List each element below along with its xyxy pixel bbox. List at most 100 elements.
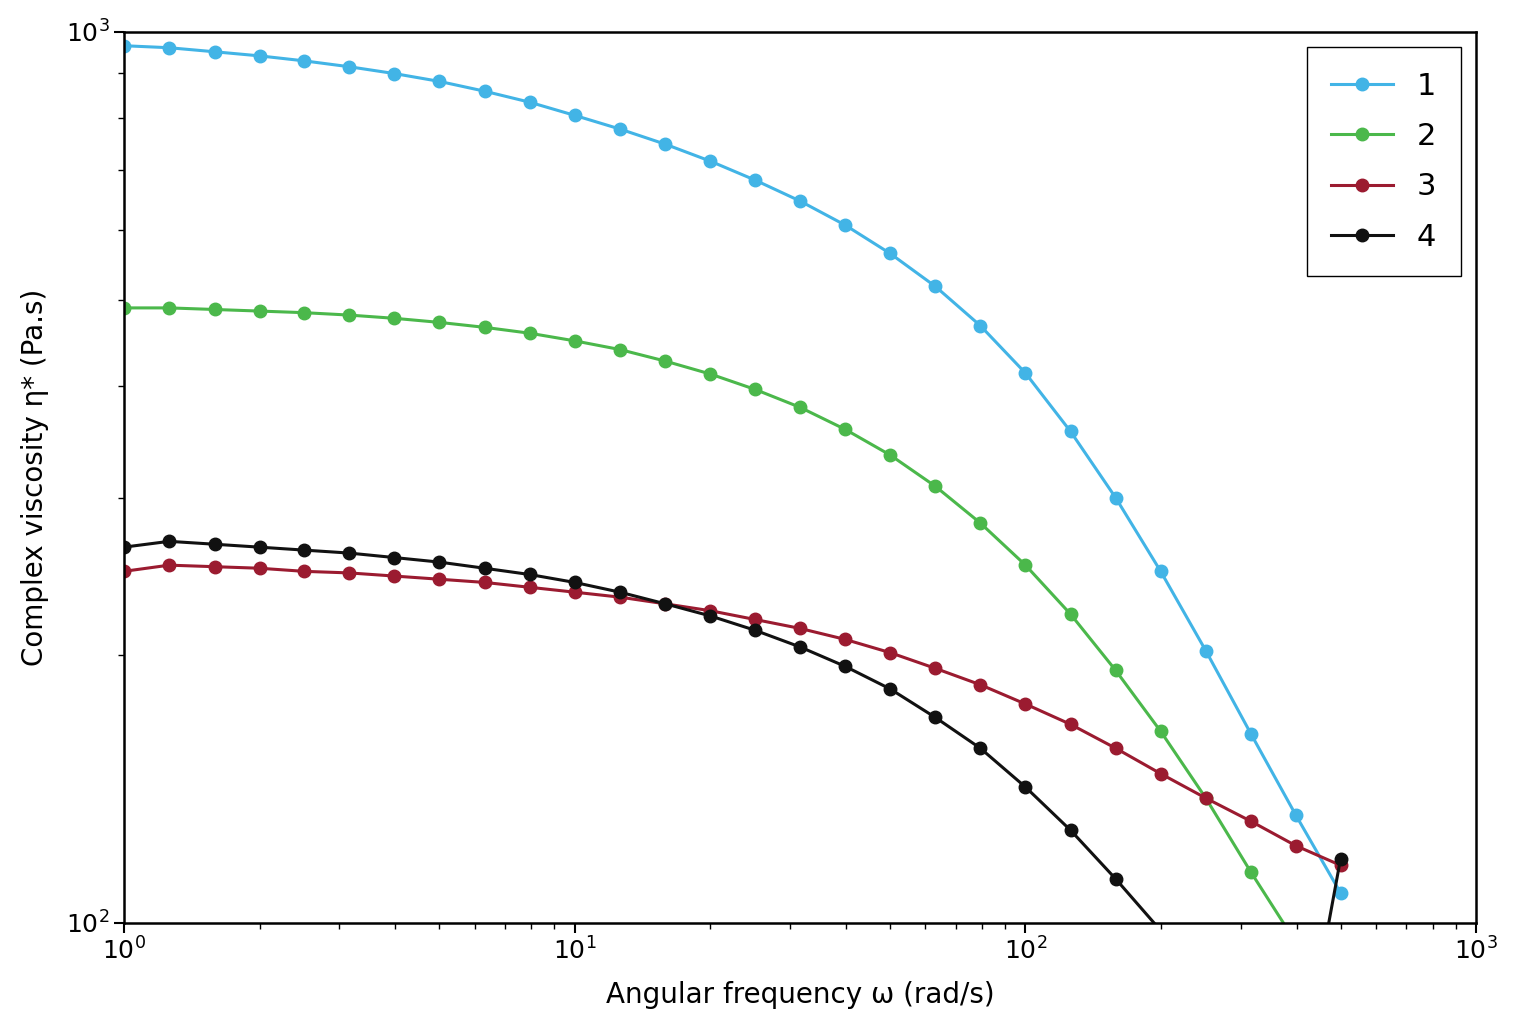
4	[340, 547, 358, 559]
3	[205, 560, 223, 573]
3	[430, 573, 448, 585]
3	[475, 576, 494, 588]
4	[115, 541, 134, 553]
3	[251, 562, 269, 575]
2	[205, 303, 223, 315]
3	[927, 662, 945, 675]
4	[251, 541, 269, 553]
2	[611, 343, 629, 355]
Line: 3: 3	[117, 559, 1347, 871]
4	[1151, 924, 1170, 936]
1	[1197, 645, 1215, 657]
1	[611, 123, 629, 135]
2	[1062, 608, 1080, 620]
2	[881, 449, 899, 461]
1	[1332, 887, 1350, 899]
4	[702, 610, 720, 622]
2	[1016, 559, 1034, 572]
3	[1106, 742, 1124, 754]
4	[475, 562, 494, 575]
2	[565, 335, 583, 347]
4	[791, 641, 810, 653]
1	[1016, 367, 1034, 379]
3	[971, 679, 989, 691]
3	[1016, 698, 1034, 711]
3	[791, 622, 810, 634]
1	[1062, 425, 1080, 438]
2	[971, 517, 989, 529]
4	[295, 544, 313, 556]
2	[1197, 792, 1215, 804]
4	[1332, 853, 1350, 865]
3	[386, 570, 404, 582]
2	[1151, 725, 1170, 737]
4	[971, 742, 989, 754]
4	[835, 660, 854, 673]
1	[340, 61, 358, 73]
Y-axis label: Complex viscosity η* (Pa.s): Complex viscosity η* (Pa.s)	[21, 288, 49, 666]
1	[702, 154, 720, 167]
X-axis label: Angular frequency ω (rad/s): Angular frequency ω (rad/s)	[606, 982, 995, 1009]
2	[115, 302, 134, 314]
4	[1197, 980, 1215, 992]
3	[1062, 718, 1080, 730]
3	[1332, 859, 1350, 871]
3	[835, 633, 854, 646]
2	[1287, 936, 1305, 949]
2	[791, 401, 810, 413]
3	[1151, 767, 1170, 780]
3	[521, 581, 539, 593]
Legend: 1, 2, 3, 4: 1, 2, 3, 4	[1306, 47, 1461, 276]
2	[927, 480, 945, 492]
2	[1332, 1012, 1350, 1025]
4	[1062, 824, 1080, 836]
1	[971, 319, 989, 332]
2	[340, 309, 358, 321]
3	[565, 586, 583, 598]
2	[430, 316, 448, 329]
4	[521, 569, 539, 581]
1	[656, 138, 674, 150]
2	[295, 307, 313, 319]
2	[835, 423, 854, 436]
2	[251, 305, 269, 317]
4	[159, 536, 178, 548]
1	[1106, 491, 1124, 504]
4	[656, 597, 674, 610]
4	[205, 538, 223, 550]
4	[1016, 781, 1034, 793]
3	[159, 559, 178, 572]
3	[1287, 839, 1305, 852]
4	[1106, 872, 1124, 885]
4	[611, 586, 629, 598]
1	[159, 41, 178, 54]
1	[386, 67, 404, 79]
1	[835, 219, 854, 232]
1	[521, 96, 539, 108]
3	[1197, 792, 1215, 804]
2	[656, 355, 674, 368]
3	[340, 566, 358, 579]
1	[746, 174, 764, 186]
1	[791, 195, 810, 207]
3	[656, 597, 674, 610]
4	[927, 712, 945, 724]
1	[1151, 565, 1170, 578]
4	[430, 556, 448, 569]
Line: 1: 1	[117, 39, 1347, 899]
2	[746, 383, 764, 396]
2	[1106, 664, 1124, 677]
3	[115, 565, 134, 578]
3	[746, 613, 764, 625]
1	[927, 280, 945, 293]
1	[1241, 727, 1259, 740]
4	[565, 576, 583, 588]
1	[251, 49, 269, 62]
2	[1241, 866, 1259, 879]
3	[702, 605, 720, 617]
1	[430, 75, 448, 88]
4	[881, 683, 899, 695]
3	[1241, 815, 1259, 827]
Line: 2: 2	[117, 302, 1347, 1025]
2	[475, 321, 494, 334]
